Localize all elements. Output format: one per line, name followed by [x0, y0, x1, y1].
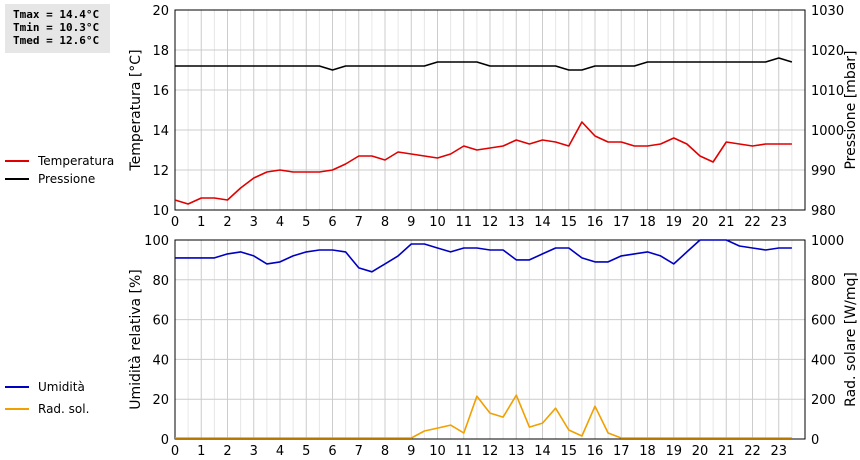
y-tick-label: 20 — [152, 393, 169, 408]
x-tick-label: 2 — [223, 215, 231, 230]
x-tick-label: 14 — [534, 215, 551, 230]
y-tick-label: 20 — [152, 4, 169, 19]
tmed-text: Tmed = 12.6°C — [13, 34, 100, 47]
y-tick-label: 0 — [161, 433, 169, 448]
x-tick-label: 21 — [718, 215, 735, 230]
x-tick-label: 3 — [250, 444, 258, 459]
y2-tick-label: 1000 — [811, 234, 844, 249]
x-tick-label: 23 — [770, 444, 787, 459]
y2-tick-label: 1030 — [811, 4, 844, 19]
x-tick-label: 15 — [560, 444, 577, 459]
y-tick-label: 10 — [152, 204, 169, 219]
y-axis-title: Temperatura [°C] — [128, 49, 144, 171]
x-tick-label: 6 — [328, 444, 336, 459]
x-tick-label: 8 — [381, 444, 389, 459]
y-tick-label: 14 — [152, 124, 169, 139]
x-tick-label: 13 — [508, 444, 525, 459]
y2-tick-label: 600 — [811, 314, 836, 329]
x-tick-label: 13 — [508, 215, 525, 230]
legend-label: Rad. sol. — [38, 402, 89, 416]
y-tick-label: 100 — [144, 234, 169, 249]
y2-tick-label: 1020 — [811, 44, 844, 59]
y2-axis-title: Rad. solare [W/mq] — [843, 272, 859, 407]
x-tick-label: 16 — [587, 215, 604, 230]
y2-tick-label: 980 — [811, 204, 836, 219]
y2-tick-label: 0 — [811, 433, 819, 448]
x-tick-label: 3 — [250, 215, 258, 230]
x-tick-label: 22 — [744, 215, 761, 230]
plot-frame — [174, 9, 806, 211]
x-tick-label: 10 — [429, 215, 446, 230]
x-tick-label: 20 — [692, 444, 709, 459]
tmax-text: Tmax = 14.4°C — [13, 8, 100, 21]
x-tick-label: 9 — [407, 215, 415, 230]
series-line-rad-sol — [175, 394, 792, 439]
x-tick-label: 0 — [171, 444, 179, 459]
y2-tick-label: 400 — [811, 353, 836, 368]
x-tick-label: 12 — [482, 215, 499, 230]
y2-tick-label: 1010 — [811, 84, 844, 99]
legend-label: Umidità — [38, 380, 85, 394]
legend-label: Pressione — [38, 172, 95, 186]
x-tick-label: 1 — [197, 444, 205, 459]
x-tick-label: 15 — [560, 215, 577, 230]
x-tick-label: 23 — [770, 215, 787, 230]
y2-tick-label: 800 — [811, 274, 836, 289]
x-tick-label: 0 — [171, 215, 179, 230]
plot-frame — [174, 239, 806, 440]
y-tick-label: 80 — [152, 274, 169, 289]
x-tick-label: 7 — [355, 444, 363, 459]
series-line-umidit — [175, 239, 792, 273]
x-tick-label: 11 — [455, 215, 472, 230]
x-tick-label: 19 — [665, 215, 682, 230]
series-line-pressione — [175, 57, 793, 71]
x-tick-label: 19 — [665, 444, 682, 459]
stats-box: Tmax = 14.4°C Tmin = 10.3°C Tmed = 12.6°… — [5, 4, 110, 53]
x-tick-label: 4 — [276, 444, 284, 459]
y-axis-title: Umidità relativa [%] — [128, 269, 144, 410]
x-tick-label: 5 — [302, 215, 310, 230]
x-tick-label: 12 — [482, 444, 499, 459]
y-tick-label: 18 — [152, 44, 169, 59]
x-tick-label: 5 — [302, 444, 310, 459]
x-tick-label: 1 — [197, 215, 205, 230]
y-tick-label: 12 — [152, 164, 169, 179]
y2-axis-title: Pressione [mbar] — [843, 50, 859, 169]
y2-tick-label: 200 — [811, 393, 836, 408]
legend-label: Temperatura — [37, 154, 114, 168]
x-tick-label: 17 — [613, 444, 630, 459]
x-tick-label: 6 — [328, 215, 336, 230]
x-tick-label: 20 — [692, 215, 709, 230]
x-tick-label: 10 — [429, 444, 446, 459]
x-tick-label: 22 — [744, 444, 761, 459]
x-tick-label: 4 — [276, 215, 284, 230]
x-tick-label: 8 — [381, 215, 389, 230]
x-tick-label: 11 — [455, 444, 472, 459]
x-tick-label: 9 — [407, 444, 415, 459]
x-tick-label: 7 — [355, 215, 363, 230]
y-tick-label: 40 — [152, 353, 169, 368]
series-line-temperatura — [174, 121, 792, 205]
tmin-text: Tmin = 10.3°C — [13, 21, 100, 34]
y2-tick-label: 990 — [811, 164, 836, 179]
y-tick-label: 16 — [152, 84, 169, 99]
x-tick-label: 2 — [223, 444, 231, 459]
x-tick-label: 16 — [587, 444, 604, 459]
x-tick-label: 18 — [639, 215, 656, 230]
y2-tick-label: 1000 — [811, 124, 844, 139]
x-tick-label: 14 — [534, 444, 551, 459]
x-tick-label: 21 — [718, 444, 735, 459]
y-tick-label: 60 — [152, 314, 169, 329]
x-tick-label: 17 — [613, 215, 630, 230]
x-tick-label: 18 — [639, 444, 656, 459]
